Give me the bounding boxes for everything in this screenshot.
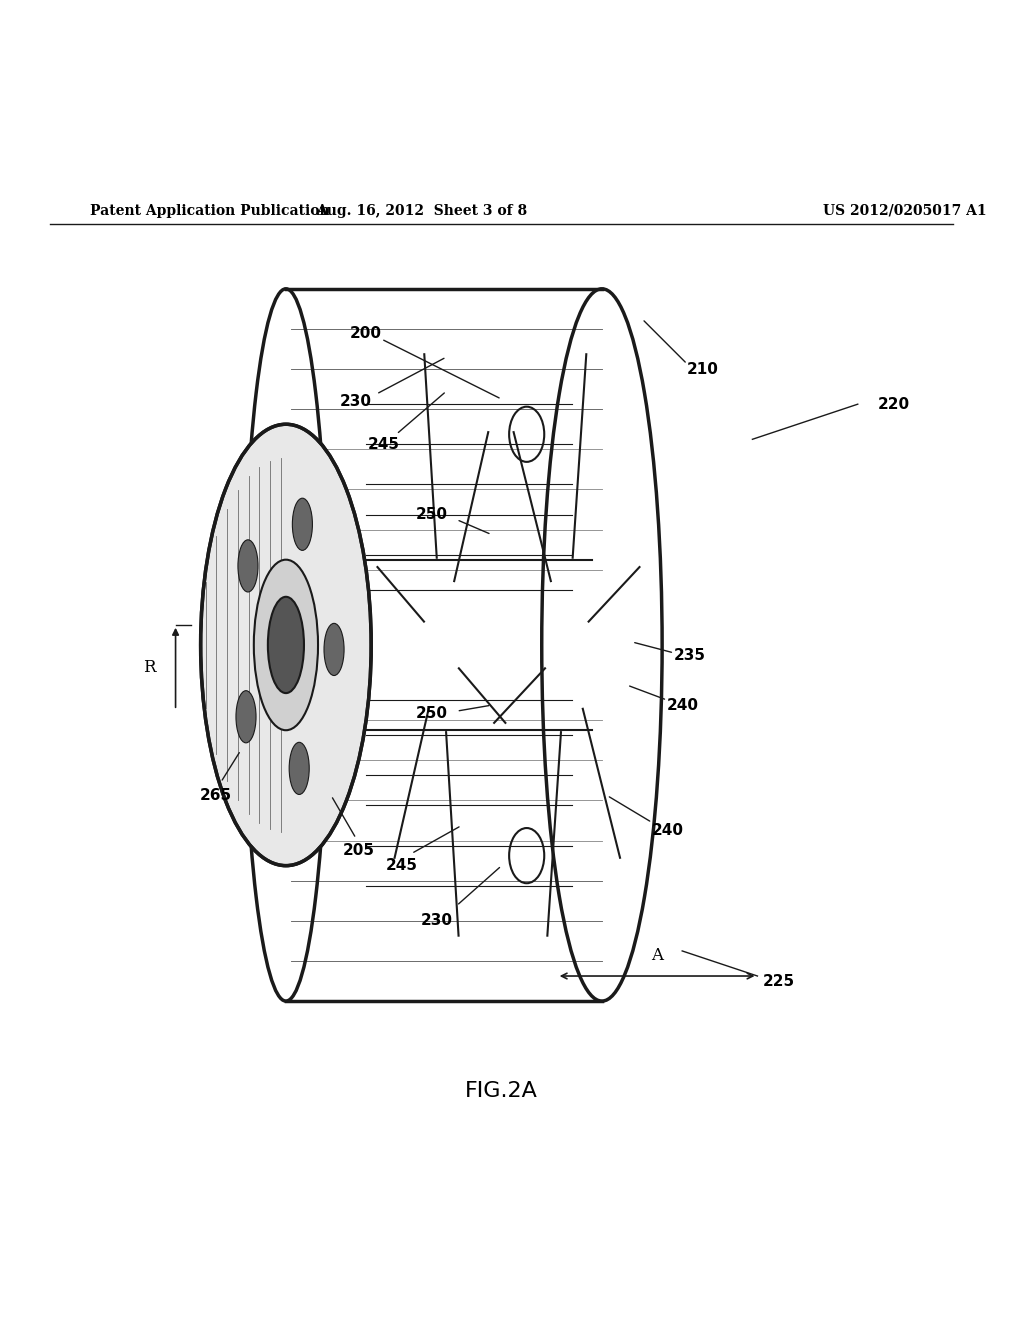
Text: 245: 245	[385, 858, 418, 873]
Ellipse shape	[201, 424, 371, 866]
Text: 245: 245	[369, 437, 400, 451]
Text: 200: 200	[350, 326, 382, 342]
Text: 250: 250	[416, 507, 447, 521]
Text: 205: 205	[343, 843, 375, 858]
Ellipse shape	[289, 742, 309, 795]
Text: 250: 250	[416, 706, 447, 721]
Text: A: A	[651, 946, 664, 964]
Ellipse shape	[324, 623, 344, 676]
Text: 220: 220	[878, 397, 910, 412]
Text: 240: 240	[652, 824, 684, 838]
Text: 230: 230	[340, 393, 372, 409]
Text: FIG.2A: FIG.2A	[465, 1081, 538, 1101]
Ellipse shape	[254, 560, 318, 730]
Text: 210: 210	[687, 362, 719, 376]
Ellipse shape	[268, 597, 304, 693]
Text: 225: 225	[763, 974, 795, 989]
Ellipse shape	[293, 498, 312, 550]
Ellipse shape	[238, 540, 258, 591]
Text: R: R	[143, 659, 156, 676]
Text: 235: 235	[674, 648, 707, 664]
Text: Patent Application Publication: Patent Application Publication	[90, 203, 330, 218]
Text: 265: 265	[200, 788, 231, 803]
Text: Aug. 16, 2012  Sheet 3 of 8: Aug. 16, 2012 Sheet 3 of 8	[315, 203, 527, 218]
Text: US 2012/0205017 A1: US 2012/0205017 A1	[822, 203, 986, 218]
Ellipse shape	[236, 690, 256, 743]
Text: 240: 240	[668, 698, 699, 713]
Text: 230: 230	[421, 913, 453, 928]
